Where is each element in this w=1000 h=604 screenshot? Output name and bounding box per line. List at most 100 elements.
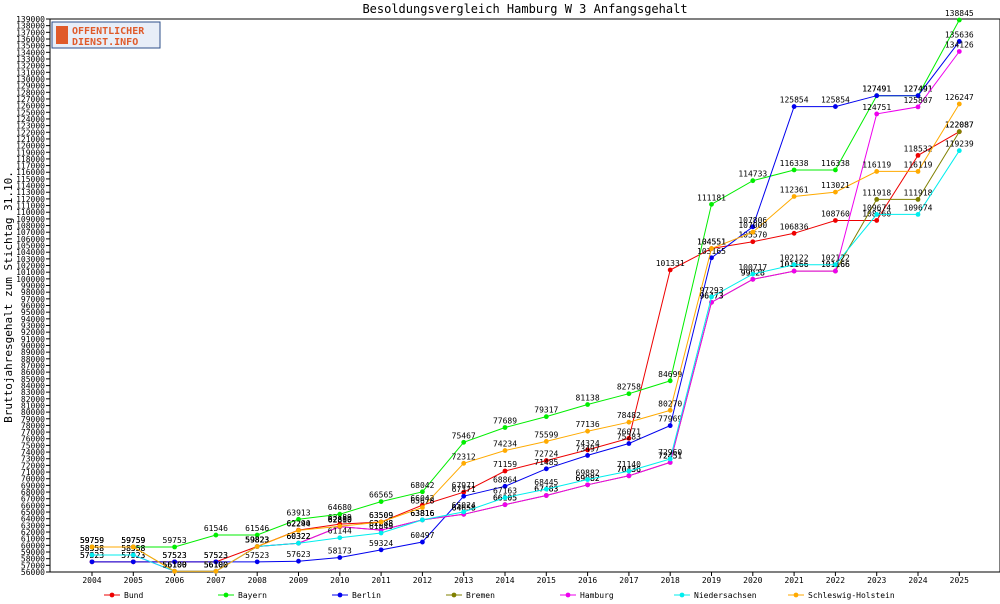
data-label: 62810 <box>328 516 352 525</box>
data-label: 104551 <box>697 238 726 247</box>
data-point <box>956 101 962 107</box>
data-point <box>130 552 136 558</box>
data-label: 59823 <box>245 536 269 545</box>
y-tick-label: 139000 <box>16 15 45 24</box>
data-point <box>667 459 673 465</box>
data-point <box>420 505 425 510</box>
legend-swatch-dot <box>679 592 685 598</box>
data-point <box>915 93 921 99</box>
data-point <box>915 152 921 158</box>
data-label: 127491 <box>862 85 891 94</box>
x-ticks: 2004 2005 2006 2007 2008 2009 2010 2011 2012 2013… <box>82 572 969 585</box>
y-tick-label: 95000 <box>21 308 45 317</box>
data-point <box>337 535 343 541</box>
x-tick-label: 2024 <box>908 576 927 585</box>
data-point <box>254 559 260 565</box>
data-label: 56100 <box>204 560 228 569</box>
data-label: 107806 <box>738 216 767 225</box>
y-tick-label: 103000 <box>16 255 45 264</box>
data-point <box>874 197 880 202</box>
y-tick-label: 56000 <box>21 568 45 577</box>
data-point <box>378 530 384 536</box>
chart-title: Besoldungsvergleich Hamburg W 3 Anfangsg… <box>362 2 687 16</box>
data-point <box>791 194 797 199</box>
x-tick-label: 2004 <box>82 576 101 585</box>
data-label: 63509 <box>369 511 393 520</box>
data-point <box>502 502 508 508</box>
data-point <box>254 532 260 538</box>
y-tick-label: 86000 <box>21 368 45 377</box>
y-tick-label: 124000 <box>16 115 45 124</box>
data-point <box>502 448 508 453</box>
data-label: 111918 <box>862 188 891 197</box>
legend-swatch-dot <box>337 592 343 598</box>
x-tick-label: 2013 <box>454 576 473 585</box>
data-point <box>874 169 880 174</box>
data-label: 66565 <box>369 491 393 500</box>
data-point <box>709 294 714 300</box>
data-label: 56100 <box>204 560 228 569</box>
data-label: 62290 <box>286 519 310 528</box>
data-point <box>874 111 880 117</box>
x-tick-label: 2022 <box>826 576 845 585</box>
y-tick-label: 80000 <box>21 408 45 417</box>
y-tick-label: 115000 <box>16 175 45 184</box>
data-label: 64658 <box>452 503 476 512</box>
data-label: 57523 <box>204 551 228 560</box>
data-label: 56100 <box>163 560 187 569</box>
data-point <box>833 167 838 173</box>
y-tick-label: 119000 <box>16 148 45 157</box>
x-tick-label: 2019 <box>702 576 721 585</box>
y-tick-label: 127000 <box>16 95 45 104</box>
data-label: 81138 <box>576 394 600 403</box>
legend-swatch-dot <box>223 592 229 598</box>
legend-label: Bund <box>124 591 143 600</box>
y-tick-label: 60000 <box>21 541 45 550</box>
y-tick-label: 65000 <box>21 508 45 517</box>
y-tick-label: 109000 <box>16 215 45 224</box>
data-label: 60322 <box>286 532 310 541</box>
data-label: 71159 <box>493 460 517 469</box>
legend-swatch-dot <box>451 592 457 598</box>
data-label: 63913 <box>286 508 310 517</box>
data-point <box>874 211 880 217</box>
data-label: 57523 <box>163 551 187 560</box>
y-axis-label: Bruttojahresgehalt zum Stichtag 31.10. <box>2 171 15 423</box>
data-label: 125854 <box>780 96 809 105</box>
data-point <box>956 17 962 23</box>
data-point <box>378 547 384 553</box>
data-label: 59324 <box>369 539 393 548</box>
y-tick-label: 96000 <box>21 301 45 310</box>
y-tick-label: 104000 <box>16 248 45 257</box>
data-point <box>130 544 136 550</box>
data-label: 103165 <box>697 247 726 256</box>
data-point <box>461 439 467 445</box>
data-point <box>750 178 756 184</box>
data-point <box>378 499 384 505</box>
x-tick-label: 2017 <box>619 576 638 585</box>
y-tick-label: 59000 <box>21 548 45 557</box>
y-tick-label: 89000 <box>21 348 45 357</box>
data-label: 68042 <box>410 481 434 490</box>
series-layer: 5752357523575235752359823622906318963509… <box>80 9 974 574</box>
data-point <box>461 493 467 499</box>
data-point <box>667 456 673 462</box>
legend-swatch-dot <box>793 592 799 598</box>
data-point <box>543 466 549 472</box>
data-point <box>461 460 467 466</box>
y-tick-label: 94000 <box>21 315 45 324</box>
data-point <box>667 378 673 384</box>
data-point <box>915 197 921 202</box>
data-point <box>956 148 962 154</box>
data-point <box>543 439 549 444</box>
x-tick-label: 2009 <box>289 576 308 585</box>
y-tick-label: 122000 <box>16 128 45 137</box>
y-tick-label: 114000 <box>16 182 45 191</box>
y-tick-label: 78000 <box>21 421 45 430</box>
y-tick-label: 110000 <box>16 208 45 217</box>
data-label: 122087 <box>945 121 974 130</box>
y-tick-label: 126000 <box>16 102 45 111</box>
data-label: 59759 <box>80 536 104 545</box>
data-point <box>89 552 95 558</box>
